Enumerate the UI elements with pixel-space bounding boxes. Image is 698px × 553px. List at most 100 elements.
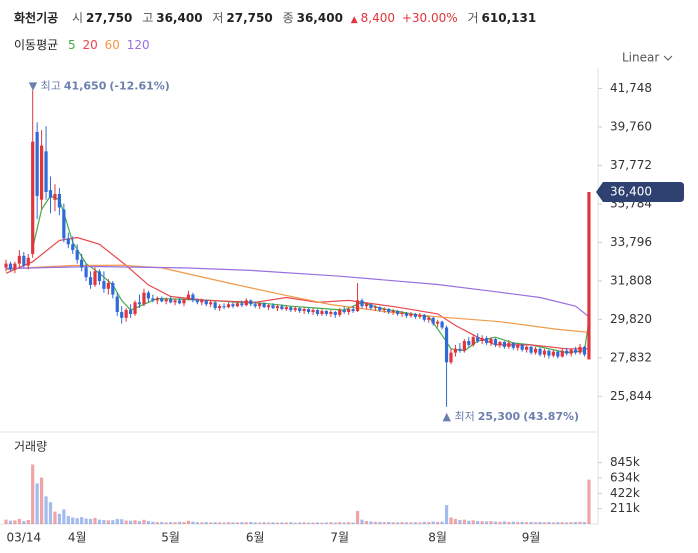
candle-body xyxy=(444,327,449,363)
volume-bar xyxy=(120,519,124,524)
candle-body xyxy=(489,339,493,343)
volume-bar xyxy=(440,521,444,524)
candle-body xyxy=(226,304,231,308)
scale-select[interactable]: Linear xyxy=(622,51,659,65)
volume-bar xyxy=(578,521,582,524)
ma-legend-item: 60 xyxy=(104,38,120,52)
annotation-value: 41,650 xyxy=(64,79,107,92)
volume-bar xyxy=(351,522,355,524)
volume-tick-label: 211k xyxy=(610,501,640,515)
volume-bar xyxy=(533,522,538,524)
candle-body xyxy=(347,309,351,312)
volume-bar xyxy=(244,522,248,524)
candle-body xyxy=(351,309,355,312)
volume-bar xyxy=(26,520,30,524)
volume-bar xyxy=(360,519,364,524)
candle-body xyxy=(369,304,373,309)
volume-bar xyxy=(129,520,133,524)
candle-body xyxy=(249,300,253,305)
volume-bar xyxy=(307,522,311,524)
candle-body xyxy=(173,300,177,303)
quote-value: 36,400 xyxy=(156,11,203,25)
x-tick-label: 5월 xyxy=(161,531,180,545)
volume-bar xyxy=(218,522,222,524)
volume-bar xyxy=(476,520,480,524)
up-arrow: ▲ xyxy=(350,15,358,25)
y-tick-label: 27,832 xyxy=(610,350,652,364)
volume-bar xyxy=(404,522,409,524)
volume-bar xyxy=(31,464,35,524)
candle-body xyxy=(329,312,333,314)
volume-bar xyxy=(529,521,533,524)
ma-line xyxy=(5,265,590,318)
y-tick-label: 29,820 xyxy=(610,312,652,326)
candle-body xyxy=(471,337,475,345)
volume-bar xyxy=(502,521,506,524)
candle-body xyxy=(231,304,235,307)
volume-bar xyxy=(200,522,204,524)
volume-bar xyxy=(182,522,186,524)
scale-chevron[interactable] xyxy=(663,55,673,61)
candle-body xyxy=(333,312,337,315)
candle-body xyxy=(218,306,222,309)
volume-bar xyxy=(485,521,489,524)
candle-body xyxy=(213,302,217,309)
candle-body xyxy=(88,277,93,285)
candle-body xyxy=(378,307,382,311)
volume-bar xyxy=(338,522,342,524)
candle-body xyxy=(120,312,124,318)
candle-body xyxy=(160,298,164,302)
candle-body xyxy=(271,305,275,309)
volume-bar xyxy=(191,521,195,524)
candle-body xyxy=(133,302,137,314)
volume-bar xyxy=(204,522,208,524)
volume-bar xyxy=(22,521,26,524)
x-tick-label: 7월 xyxy=(330,531,349,545)
volume-bar xyxy=(289,522,293,524)
candle-body xyxy=(520,344,524,350)
volume-bar xyxy=(222,522,226,524)
candle-body xyxy=(578,346,582,353)
candle-body xyxy=(480,338,484,342)
candle-body xyxy=(587,192,591,360)
price-tag xyxy=(596,182,684,202)
candle-body xyxy=(542,350,547,355)
candle-body xyxy=(364,304,369,307)
candle-body xyxy=(262,303,266,308)
quote-key: 고 xyxy=(142,11,154,25)
volume-bar xyxy=(453,518,458,524)
volume-bar xyxy=(551,522,555,524)
candle-body xyxy=(315,310,320,314)
volume-bar xyxy=(271,522,275,524)
candle-body xyxy=(191,294,195,301)
volume-bar xyxy=(88,518,93,524)
quote-key: 종 xyxy=(282,11,294,25)
candle-body xyxy=(40,145,44,200)
candle-body xyxy=(97,271,102,282)
ma-legend-item: 5 xyxy=(68,38,76,52)
annotation-arrow: ▲ xyxy=(443,410,455,423)
volume-bar xyxy=(413,522,417,524)
candle-body xyxy=(13,263,17,270)
y-tick-label: 31,808 xyxy=(610,273,652,287)
candle-body xyxy=(44,151,48,192)
candle-body xyxy=(195,300,199,303)
volume-bar xyxy=(373,521,377,524)
candle-body xyxy=(382,309,386,311)
x-tick-label: 6월 xyxy=(246,531,265,545)
quote-value: 27,750 xyxy=(226,11,273,25)
ma-legend: 이동평균 5 20 60 120 xyxy=(14,36,153,53)
volume-bar xyxy=(409,522,413,524)
volume-bar xyxy=(565,522,569,524)
annotation-text: 최고 xyxy=(41,79,61,92)
volume-bar xyxy=(391,522,395,524)
volume-bar xyxy=(449,517,453,524)
quote-key: 시 xyxy=(72,11,84,25)
volume-bar xyxy=(71,517,75,524)
candle-body xyxy=(182,299,186,304)
annotation-arrow: ▼ xyxy=(29,79,41,92)
candle-body xyxy=(106,282,110,289)
volume-bar xyxy=(62,509,66,524)
